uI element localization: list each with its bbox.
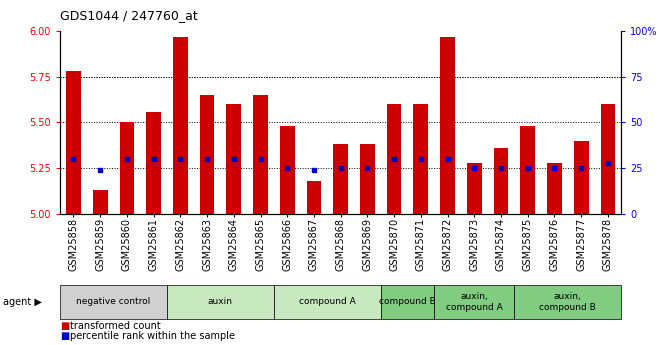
Point <box>442 156 453 162</box>
Point <box>576 166 587 171</box>
Point <box>148 156 159 162</box>
Bar <box>226 104 241 214</box>
Text: transformed count: transformed count <box>70 321 161 331</box>
Text: auxin,
compound A: auxin, compound A <box>446 292 502 312</box>
Point <box>202 156 212 162</box>
Text: compound A: compound A <box>299 297 355 306</box>
Point <box>603 160 613 166</box>
Point <box>496 166 506 171</box>
Bar <box>66 71 81 214</box>
Text: GDS1044 / 247760_at: GDS1044 / 247760_at <box>60 9 198 22</box>
Bar <box>387 104 401 214</box>
Bar <box>574 141 589 214</box>
Bar <box>494 148 508 214</box>
Text: agent ▶: agent ▶ <box>3 297 42 307</box>
Bar <box>520 126 535 214</box>
Point <box>415 156 426 162</box>
Bar <box>146 111 161 214</box>
Text: auxin,
compound B: auxin, compound B <box>540 292 596 312</box>
Bar <box>360 145 375 214</box>
Bar <box>413 104 428 214</box>
Text: compound B: compound B <box>379 297 436 306</box>
Bar <box>440 37 455 214</box>
Text: negative control: negative control <box>76 297 151 306</box>
Bar <box>173 37 188 214</box>
Point <box>95 167 106 173</box>
Point <box>309 167 319 173</box>
Point <box>282 166 293 171</box>
Bar <box>307 181 321 214</box>
Bar <box>120 122 134 214</box>
Bar <box>280 126 295 214</box>
Point <box>255 156 266 162</box>
Text: ■: ■ <box>60 321 69 331</box>
Text: percentile rank within the sample: percentile rank within the sample <box>70 332 235 341</box>
Bar <box>253 95 268 214</box>
Point <box>228 156 239 162</box>
Point <box>122 156 132 162</box>
Text: ■: ■ <box>60 332 69 341</box>
Point <box>549 166 560 171</box>
Bar <box>601 104 615 214</box>
Point <box>522 166 533 171</box>
Bar <box>467 163 482 214</box>
Point <box>389 156 399 162</box>
Point <box>175 156 186 162</box>
Point <box>362 166 373 171</box>
Bar <box>200 95 214 214</box>
Text: auxin: auxin <box>208 297 233 306</box>
Point <box>469 166 480 171</box>
Point <box>335 166 346 171</box>
Point <box>68 156 79 162</box>
Bar <box>547 163 562 214</box>
Bar <box>93 190 108 214</box>
Bar <box>333 145 348 214</box>
